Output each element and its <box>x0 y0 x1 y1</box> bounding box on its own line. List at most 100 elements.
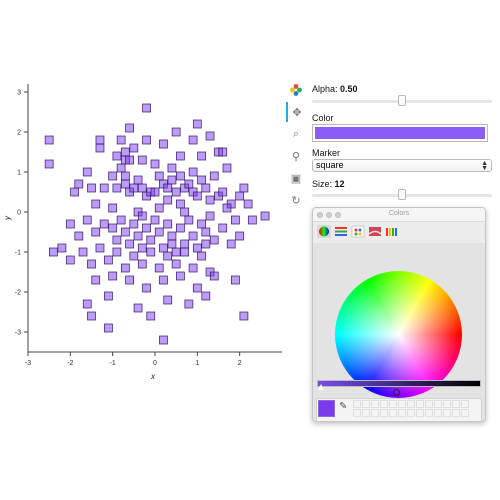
crayons-tab-icon[interactable] <box>385 225 399 238</box>
empty-swatch[interactable] <box>452 400 460 408</box>
empty-swatch[interactable] <box>353 400 361 408</box>
scatter-point <box>159 275 168 285</box>
save-icon[interactable]: ▣ <box>290 172 302 185</box>
color-wheel[interactable] <box>335 271 462 398</box>
scatter-point <box>188 167 198 177</box>
wheel-zoom-icon[interactable]: ⚲ <box>291 150 301 163</box>
colors-panel-title: Colors <box>388 210 410 217</box>
eyedropper-icon[interactable]: ✎ <box>339 401 348 412</box>
scatter-point <box>120 147 130 157</box>
scatter-point <box>116 215 126 225</box>
reset-icon[interactable]: ↻ <box>291 194 301 207</box>
y-axis-label: y <box>3 215 12 221</box>
minimize-window-button[interactable] <box>326 212 332 218</box>
color-sliders-tab-icon[interactable] <box>334 225 348 238</box>
scatter-point <box>82 299 92 309</box>
empty-swatch[interactable] <box>416 409 424 417</box>
empty-swatch[interactable] <box>371 409 379 417</box>
empty-swatch[interactable] <box>407 400 415 408</box>
color-wheel-tab-icon[interactable] <box>317 225 331 238</box>
box-zoom-icon[interactable]: ⌕ <box>292 127 300 140</box>
colors-panel-titlebar[interactable]: Colors <box>313 208 485 222</box>
empty-swatch[interactable] <box>434 409 442 417</box>
empty-swatch[interactable] <box>380 409 388 417</box>
scatter-point <box>167 231 177 241</box>
colors-panel-tabs <box>313 222 485 242</box>
empty-swatch[interactable] <box>443 400 451 408</box>
scatter-point <box>188 263 198 273</box>
scatter-point <box>129 183 139 193</box>
scatter-point <box>205 131 215 141</box>
brightness-slider-handle[interactable] <box>318 384 324 390</box>
scatter-point <box>112 183 122 193</box>
brightness-slider[interactable] <box>317 380 481 387</box>
zoom-window-button[interactable] <box>335 212 341 218</box>
scatter-point <box>133 303 143 313</box>
scatter-point <box>222 203 232 213</box>
scatter-point <box>137 211 147 221</box>
scatter-plot[interactable]: -3 -2 -1 0 1 2 3 2 1 0 -1 -2 -3 x y <box>0 80 285 381</box>
empty-swatch[interactable] <box>461 409 469 417</box>
current-color-swatch[interactable] <box>318 400 335 417</box>
color-palettes-tab-icon[interactable] <box>351 225 365 238</box>
scatter-point <box>87 259 96 269</box>
plot-toolbar: ✥ ⌕ ⚲ ▣ ↻ <box>286 80 306 212</box>
scatter-point <box>150 215 160 225</box>
scatter-point <box>137 243 147 253</box>
scatter-point <box>87 183 96 193</box>
empty-swatch[interactable] <box>407 409 415 417</box>
scatter-point <box>218 187 228 197</box>
pan-icon[interactable]: ✥ <box>286 102 306 122</box>
bokeh-logo-icon[interactable] <box>286 80 306 100</box>
scatter-point <box>116 163 126 173</box>
scatter-point <box>154 227 164 237</box>
empty-swatch[interactable] <box>398 409 406 417</box>
scatter-point <box>74 231 84 241</box>
alpha-slider-handle[interactable] <box>398 95 406 106</box>
scatter-point <box>188 135 198 145</box>
size-slider-handle[interactable] <box>398 189 406 200</box>
empty-swatch[interactable] <box>443 409 451 417</box>
color-picker-button[interactable] <box>312 124 488 142</box>
empty-swatch[interactable] <box>425 409 433 417</box>
scatter-point <box>74 179 84 189</box>
plot-canvas[interactable]: -3 -2 -1 0 1 2 3 2 1 0 -1 -2 -3 x y <box>0 80 285 381</box>
colors-panel-body: ✎ <box>313 243 485 421</box>
empty-swatch[interactable] <box>461 400 469 408</box>
size-label: Size: 12 <box>312 179 345 189</box>
empty-swatch[interactable] <box>362 400 370 408</box>
marker-label: Marker <box>312 148 341 158</box>
scatter-point <box>197 175 206 185</box>
scatter-point <box>95 243 105 253</box>
scatter-point <box>146 235 156 245</box>
scatter-point <box>201 291 211 301</box>
scatter-point <box>184 215 194 225</box>
empty-swatch[interactable] <box>371 400 379 408</box>
close-window-button[interactable] <box>317 212 323 218</box>
scatter-point <box>112 235 122 245</box>
empty-swatch[interactable] <box>416 400 424 408</box>
empty-swatch[interactable] <box>353 409 361 417</box>
scatter-point <box>201 183 211 193</box>
x-tick-label: -1 <box>110 360 116 367</box>
size-slider[interactable] <box>312 189 492 200</box>
empty-swatch[interactable] <box>452 409 460 417</box>
image-palettes-tab-icon[interactable] <box>368 225 382 238</box>
scatter-point <box>218 223 228 233</box>
empty-swatch[interactable] <box>380 400 388 408</box>
alpha-slider[interactable] <box>312 95 492 106</box>
empty-swatch[interactable] <box>389 400 397 408</box>
colors-panel: Colors ✎ <box>312 207 486 422</box>
empty-swatch[interactable] <box>434 400 442 408</box>
empty-swatch[interactable] <box>389 409 397 417</box>
empty-swatch[interactable] <box>398 400 406 408</box>
scatter-point <box>197 251 206 261</box>
scatter-point <box>171 259 181 269</box>
empty-swatch[interactable] <box>425 400 433 408</box>
scatter-point <box>120 179 130 189</box>
color-wheel-cursor[interactable] <box>393 389 400 396</box>
y-tick-label: 3 <box>17 90 21 97</box>
scatter-point <box>231 215 240 225</box>
marker-select[interactable]: square ▲ ▼ <box>312 159 492 172</box>
empty-swatch[interactable] <box>362 409 370 417</box>
